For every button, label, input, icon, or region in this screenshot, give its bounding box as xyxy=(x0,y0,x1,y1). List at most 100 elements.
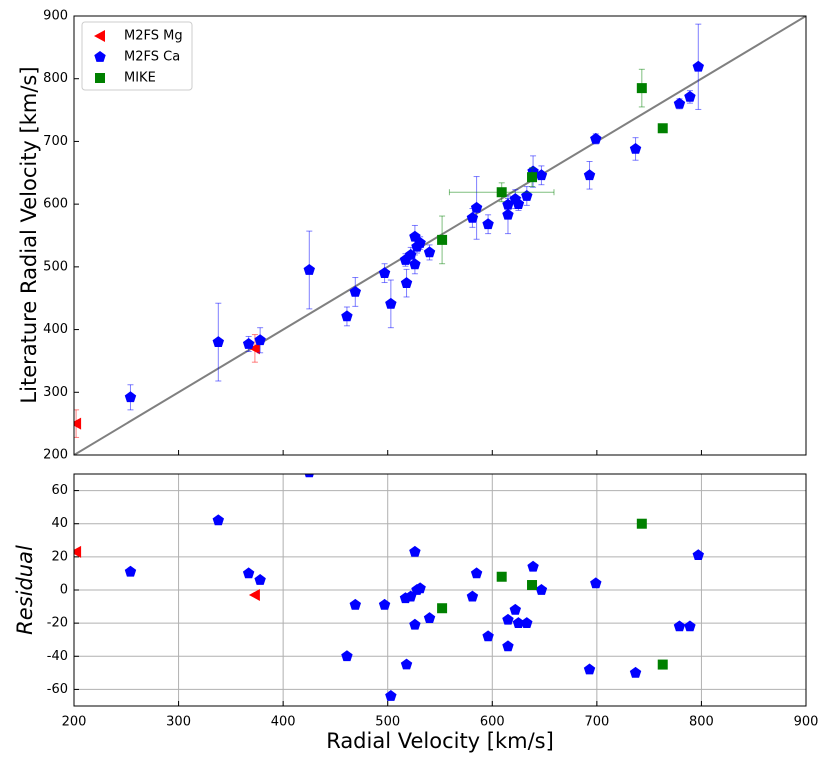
y-tick-label: -60 xyxy=(47,682,68,697)
marker xyxy=(409,618,421,630)
marker xyxy=(242,337,255,349)
marker xyxy=(437,603,448,614)
marker xyxy=(212,514,225,526)
y-tick-label: 20 xyxy=(51,549,68,564)
plot-area xyxy=(74,16,806,455)
plot-area xyxy=(74,474,704,701)
y-tick-label: 60 xyxy=(51,483,68,498)
marker xyxy=(74,545,82,558)
y-axis-label: Literature Radial Velocity [km/s] xyxy=(17,66,41,403)
y-tick-label: 300 xyxy=(43,385,68,400)
marker xyxy=(636,518,647,529)
axes-frame xyxy=(73,15,807,456)
marker xyxy=(341,650,353,662)
marker xyxy=(242,567,255,579)
x-tick-label: 400 xyxy=(271,715,296,730)
marker xyxy=(212,336,225,347)
legend-label: MIKE xyxy=(124,71,156,86)
marker xyxy=(378,598,391,610)
marker xyxy=(629,666,642,678)
marker xyxy=(657,659,668,670)
x-tick-label: 300 xyxy=(166,715,191,730)
marker xyxy=(527,560,539,572)
marker xyxy=(692,60,704,72)
marker xyxy=(409,545,421,557)
x-tick-label: 600 xyxy=(480,715,505,730)
marker xyxy=(482,218,494,230)
marker xyxy=(378,267,391,278)
marker xyxy=(502,640,514,652)
marker xyxy=(509,603,521,615)
marker xyxy=(470,567,483,579)
marker xyxy=(535,584,548,595)
marker xyxy=(423,246,436,258)
y-tick-label: 600 xyxy=(43,197,68,212)
marker xyxy=(254,334,266,346)
x-tick-label: 200 xyxy=(62,715,87,730)
marker xyxy=(470,201,483,213)
marker xyxy=(248,342,260,355)
legend-marker xyxy=(94,30,105,42)
legend-box xyxy=(81,21,193,91)
marker xyxy=(385,690,397,701)
marker xyxy=(496,571,507,582)
marker xyxy=(527,172,538,183)
marker xyxy=(124,391,137,403)
marker xyxy=(512,198,525,209)
marker xyxy=(414,582,426,594)
marker xyxy=(629,142,642,154)
marker xyxy=(254,574,266,585)
y-tick-label: -40 xyxy=(47,649,68,664)
marker xyxy=(349,285,362,297)
marker xyxy=(349,598,362,610)
marker xyxy=(583,169,596,181)
marker xyxy=(502,198,514,210)
marker xyxy=(502,613,514,625)
marker xyxy=(414,237,426,248)
y-tick-label: 0 xyxy=(60,583,68,598)
x-tick-label: 900 xyxy=(794,715,819,730)
marker xyxy=(590,132,602,144)
marker xyxy=(684,90,696,102)
marker xyxy=(684,620,696,632)
y-tick-label: 400 xyxy=(43,322,68,337)
marker xyxy=(124,565,137,577)
y-tick-label: 800 xyxy=(43,71,68,86)
y-tick-label: 700 xyxy=(43,134,68,149)
y-tick-label: 500 xyxy=(43,259,68,274)
y-tick-label: 200 xyxy=(43,448,68,463)
marker xyxy=(405,248,417,260)
marker xyxy=(657,123,668,134)
marker xyxy=(521,189,533,201)
legend-label: M2FS Mg xyxy=(124,29,183,44)
marker xyxy=(74,417,82,430)
y-tick-label: 40 xyxy=(51,516,68,531)
y-tick-label: 900 xyxy=(43,9,68,24)
marker xyxy=(496,187,507,198)
marker xyxy=(248,588,260,601)
marker xyxy=(636,83,647,94)
y-axis-label: Residual xyxy=(13,545,37,635)
legend-marker xyxy=(94,51,106,62)
marker xyxy=(521,617,533,628)
marker xyxy=(400,658,413,670)
legend-label: M2FS Ca xyxy=(124,50,180,65)
marker xyxy=(502,208,514,220)
marker xyxy=(590,577,602,589)
x-axis-label: Radial Velocity [km/s] xyxy=(326,729,554,753)
marker xyxy=(303,263,315,275)
marker xyxy=(423,612,436,624)
marker xyxy=(673,620,686,632)
marker xyxy=(409,258,421,270)
marker xyxy=(385,297,397,309)
marker xyxy=(692,549,704,561)
marker xyxy=(673,97,686,109)
marker xyxy=(527,580,538,591)
marker xyxy=(583,663,596,675)
x-tick-label: 700 xyxy=(584,715,609,730)
marker xyxy=(437,234,448,245)
x-tick-label: 500 xyxy=(375,715,400,730)
marker xyxy=(341,310,353,322)
marker xyxy=(482,630,494,642)
